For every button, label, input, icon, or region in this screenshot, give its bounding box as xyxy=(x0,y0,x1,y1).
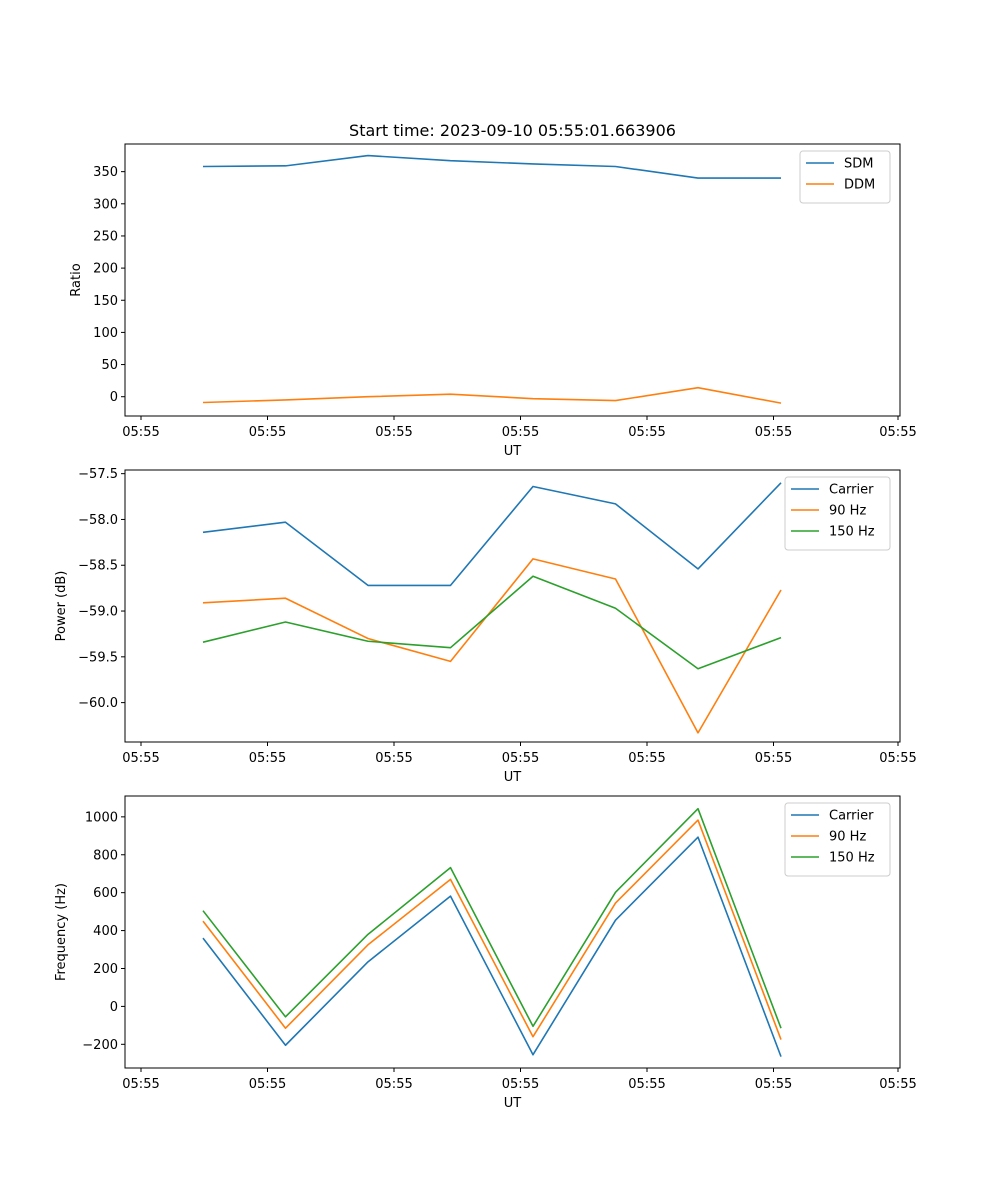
y-tick-label: 800 xyxy=(93,848,118,863)
x-axis-label: UT xyxy=(504,444,522,459)
x-tick-label: 05:55 xyxy=(375,751,412,766)
legend: Carrier 90 Hz 150 Hz xyxy=(784,476,891,551)
y-tick-label: 200 xyxy=(93,962,118,977)
series-line-150-hz xyxy=(202,575,782,670)
x-tick-label: 05:55 xyxy=(628,425,665,440)
y-tick-label: 100 xyxy=(93,326,118,341)
legend-entry: SDM xyxy=(844,157,873,172)
legend-box xyxy=(799,150,891,204)
series-line-sdm xyxy=(202,154,781,179)
series-line-ddm xyxy=(202,386,782,404)
y-tick-label: 0 xyxy=(110,1000,118,1015)
y-tick-label: 200 xyxy=(93,262,118,277)
y-tick-label: −59.0 xyxy=(78,605,118,620)
axes-frame xyxy=(124,143,901,417)
x-axis-label: UT xyxy=(504,770,522,785)
axes-frame xyxy=(124,469,901,743)
x-tick-label: 05:55 xyxy=(755,425,792,440)
chart-title: Start time: 2023-09-10 05:55:01.663906 xyxy=(349,121,676,140)
y-tick-label: 250 xyxy=(93,229,118,244)
x-tick-label: 05:55 xyxy=(249,1077,286,1092)
x-tick-label: 05:55 xyxy=(879,425,916,440)
y-tick-label: 50 xyxy=(101,358,118,373)
legend-entry: 150 Hz xyxy=(829,525,875,540)
x-tick-label: 05:55 xyxy=(502,1077,539,1092)
legend-entry: 90 Hz xyxy=(829,504,866,519)
legend-entry: Carrier xyxy=(829,809,874,824)
series-line-carrier xyxy=(202,482,782,587)
x-tick-label: 05:55 xyxy=(122,751,159,766)
x-tick-label: 05:55 xyxy=(122,1077,159,1092)
panel-3: −200 0 200 400 600 800 1000 05:55 05:55 05:55 05:5… xyxy=(54,795,917,1111)
series-line-carrier xyxy=(202,836,782,1057)
y-tick-label: 0 xyxy=(110,390,118,405)
legend-entry: Carrier xyxy=(829,483,874,498)
y-tick-label: −59.5 xyxy=(78,650,118,665)
legend: SDM DDM xyxy=(799,150,891,204)
series-line-90-hz xyxy=(202,819,782,1040)
x-tick-label: 05:55 xyxy=(755,751,792,766)
axes-frame xyxy=(124,795,901,1069)
legend: Carrier 90 Hz 150 Hz xyxy=(784,802,891,877)
x-tick-label: 05:55 xyxy=(755,1077,792,1092)
x-tick-label: 05:55 xyxy=(879,751,916,766)
y-axis-label: Ratio xyxy=(69,263,84,296)
panel-2: −60.0 −59.5 −59.0 −58.5 −58.0 −57.5 05:55 05:55… xyxy=(54,467,917,785)
legend-entry: 150 Hz xyxy=(829,851,875,866)
series-line-150-hz xyxy=(202,807,782,1029)
y-tick-label: 150 xyxy=(93,294,118,309)
y-tick-label: −200 xyxy=(82,1038,118,1053)
panel-1: 0 50 100 150 200 250 300 350 05:55 05:55 05:55 05:5… xyxy=(69,143,917,459)
x-tick-label: 05:55 xyxy=(502,751,539,766)
x-tick-label: 05:55 xyxy=(375,1077,412,1092)
x-axis-label: UT xyxy=(504,1096,522,1111)
y-tick-label: −57.5 xyxy=(78,467,118,482)
x-tick-label: 05:55 xyxy=(628,1077,665,1092)
y-tick-label: 1000 xyxy=(85,810,118,825)
y-axis-label: Power (dB) xyxy=(54,571,69,642)
y-axis-label: Frequency (Hz) xyxy=(54,883,69,981)
x-tick-label: 05:55 xyxy=(879,1077,916,1092)
y-tick-label: −58.5 xyxy=(78,559,118,574)
y-tick-label: 300 xyxy=(93,197,118,212)
series-line-90-hz xyxy=(202,558,782,734)
x-tick-label: 05:55 xyxy=(628,751,665,766)
x-tick-label: 05:55 xyxy=(375,425,412,440)
legend-entry: 90 Hz xyxy=(829,830,866,845)
x-tick-label: 05:55 xyxy=(249,425,286,440)
y-tick-label: −60.0 xyxy=(78,696,118,711)
x-tick-label: 05:55 xyxy=(502,425,539,440)
y-tick-label: 350 xyxy=(93,165,118,180)
y-tick-label: 400 xyxy=(93,924,118,939)
y-tick-label: 600 xyxy=(93,886,118,901)
y-tick-label: −58.0 xyxy=(78,513,118,528)
x-tick-label: 05:55 xyxy=(122,425,159,440)
x-tick-label: 05:55 xyxy=(249,751,286,766)
legend-entry: DDM xyxy=(844,178,875,193)
